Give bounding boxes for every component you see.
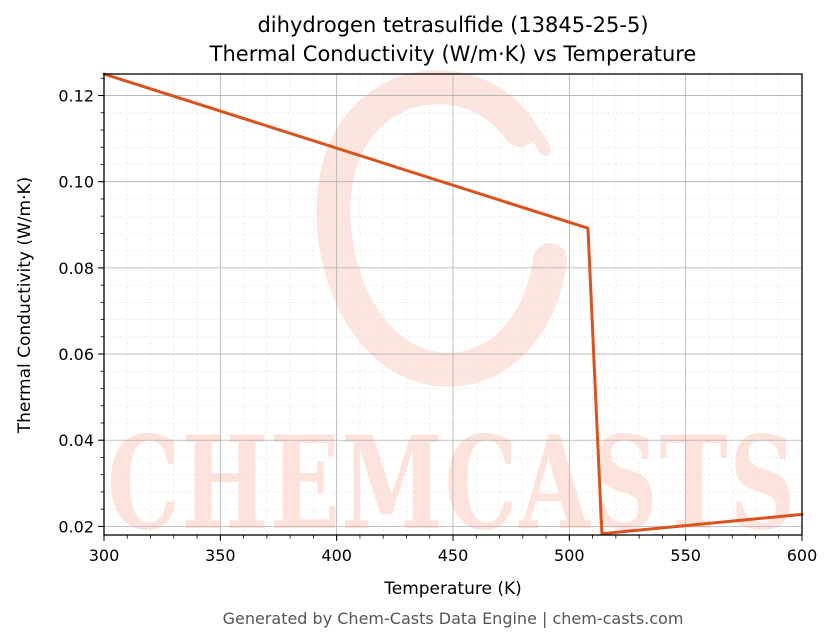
watermark: CHEMCASTS xyxy=(107,70,797,559)
x-axis: 300 350 400 450 500 550 600 xyxy=(89,535,818,565)
footer-credit: Generated by Chem-Casts Data Engine | ch… xyxy=(223,609,684,628)
x-tick-label: 500 xyxy=(554,546,585,565)
y-axis-label: Thermal Conductivity (W/m·K) xyxy=(15,177,35,435)
x-tick-label: 350 xyxy=(205,546,236,565)
watermark-text: CHEMCASTS xyxy=(107,409,797,559)
x-tick-label: 450 xyxy=(438,546,469,565)
y-tick-label: 0.12 xyxy=(58,87,94,106)
x-tick-label: 550 xyxy=(670,546,701,565)
y-tick-label: 0.04 xyxy=(58,431,94,450)
x-tick-label: 600 xyxy=(787,546,818,565)
y-tick-label: 0.10 xyxy=(58,173,94,192)
y-tick-label: 0.08 xyxy=(58,259,94,278)
watermark-logo xyxy=(316,70,567,387)
y-tick-label: 0.02 xyxy=(58,517,94,536)
series-layer xyxy=(102,72,804,536)
y-axis: 0.02 0.04 0.06 0.08 0.10 0.12 xyxy=(58,77,104,536)
x-tick-label: 400 xyxy=(321,546,352,565)
x-tick-label: 300 xyxy=(89,546,120,565)
series-line xyxy=(102,72,804,536)
y-tick-label: 0.06 xyxy=(58,345,94,364)
chart-subtitle: Thermal Conductivity (W/m·K) vs Temperat… xyxy=(209,42,697,66)
x-axis-label: Temperature (K) xyxy=(383,579,522,599)
chart-title: dihydrogen tetrasulfide (13845-25-5) xyxy=(257,13,648,37)
